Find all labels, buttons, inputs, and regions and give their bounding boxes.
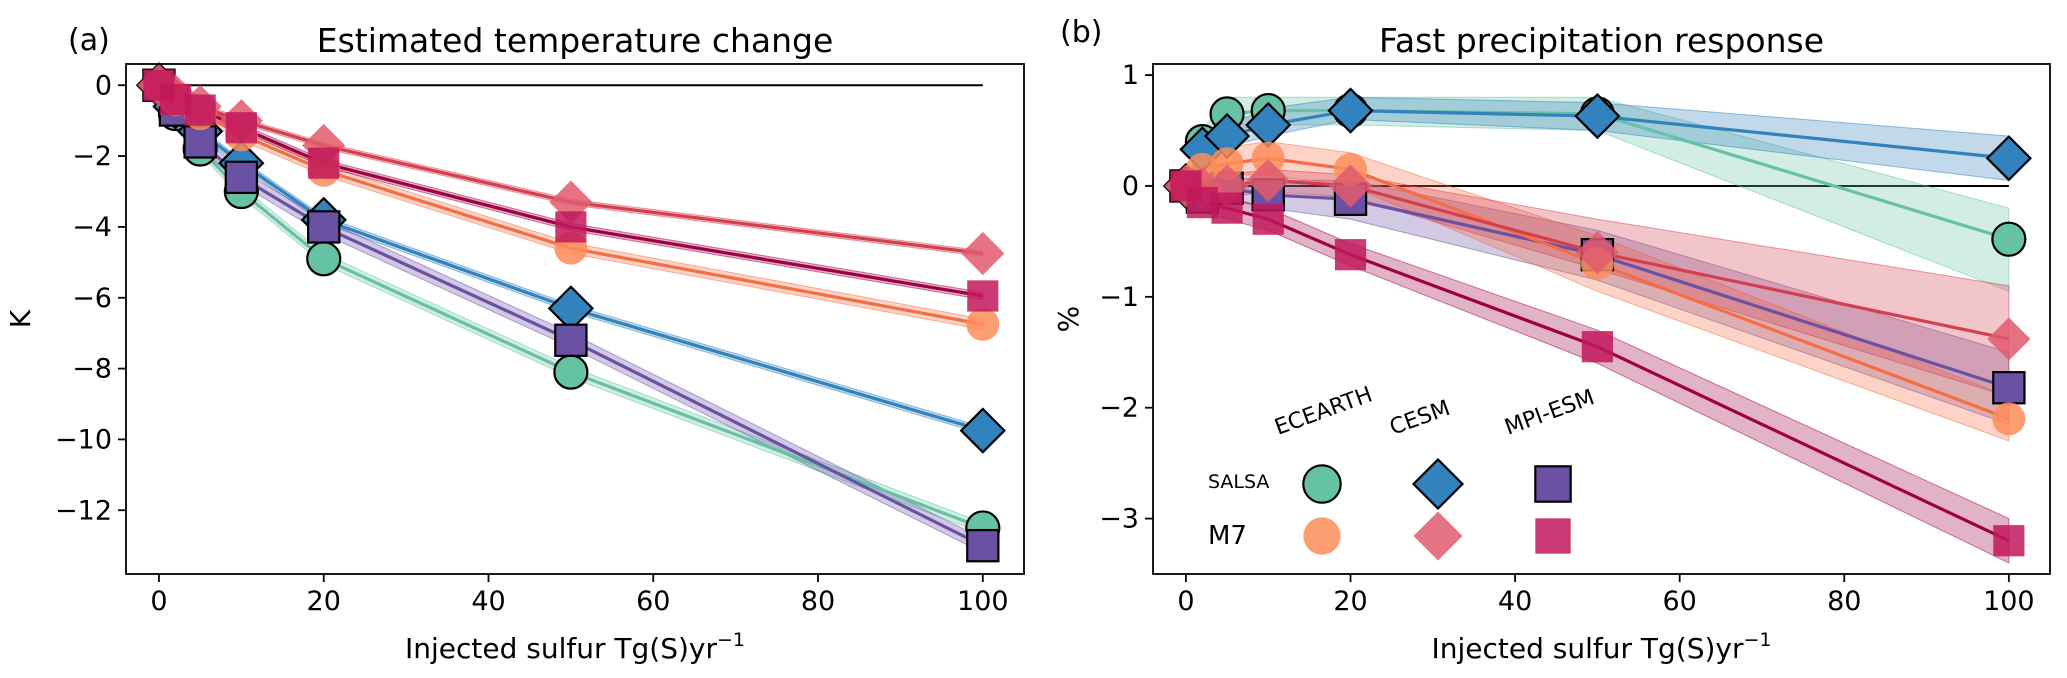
data-point bbox=[1211, 192, 1243, 224]
y-tick-label: −2 bbox=[1099, 393, 1139, 424]
data-point bbox=[1992, 371, 2026, 405]
chart-title: Fast precipitation response bbox=[1379, 21, 1824, 60]
legend-column-header: ECEARTH bbox=[1272, 382, 1376, 440]
y-axis-label: % bbox=[1052, 306, 1085, 333]
x-tick-label: 0 bbox=[150, 586, 167, 617]
x-tick-label: 100 bbox=[957, 586, 1009, 617]
y-tick-label: 0 bbox=[1122, 171, 1139, 202]
data-point bbox=[1210, 147, 1244, 181]
data-point bbox=[966, 307, 1000, 341]
data-point bbox=[225, 112, 257, 144]
legend-marker bbox=[1411, 457, 1465, 511]
axes-frame bbox=[1152, 63, 2051, 575]
x-tick-label: 60 bbox=[1662, 586, 1696, 617]
data-point bbox=[1985, 135, 2033, 182]
data-point bbox=[1993, 525, 2025, 557]
x-tick-label: 60 bbox=[636, 586, 670, 617]
data-point bbox=[1334, 239, 1367, 271]
legend-marker bbox=[1534, 465, 1572, 503]
y-tick-label: −12 bbox=[55, 495, 112, 526]
data-point bbox=[1991, 221, 2027, 257]
x-tick-label: 40 bbox=[1498, 586, 1532, 617]
data-point bbox=[306, 241, 342, 277]
data-point bbox=[308, 147, 340, 179]
x-tick-label: 80 bbox=[1827, 586, 1861, 617]
data-point bbox=[959, 407, 1006, 454]
data-point bbox=[1328, 164, 1373, 208]
y-tick-label: −2 bbox=[72, 141, 112, 172]
y-tick-label: −8 bbox=[72, 354, 112, 385]
data-point bbox=[547, 285, 595, 332]
legend-marker bbox=[1302, 464, 1342, 504]
x-tick-label: 20 bbox=[1333, 586, 1367, 617]
y-axis-label: K bbox=[4, 309, 37, 328]
data-point bbox=[302, 123, 346, 168]
data-point bbox=[1574, 92, 1621, 140]
legend-marker bbox=[1535, 518, 1571, 554]
panel-a: (a) Estimated temperature change 0 20 40 60 80… bbox=[4, 21, 1025, 665]
x-tick-label: 40 bbox=[471, 586, 505, 617]
data-point bbox=[967, 280, 999, 312]
data-point bbox=[1992, 402, 2026, 436]
y-tick-label: −10 bbox=[55, 424, 112, 455]
legend-marker bbox=[1413, 511, 1463, 561]
data-point bbox=[1575, 230, 1619, 275]
y-tick-label: 1 bbox=[1122, 60, 1139, 91]
data-point bbox=[1581, 331, 1613, 363]
y-tick-label: −6 bbox=[72, 283, 112, 314]
y-tick-label: −3 bbox=[1099, 504, 1139, 535]
x-tick-label: 20 bbox=[307, 586, 341, 617]
data-point bbox=[1327, 87, 1374, 134]
axes-frame bbox=[125, 63, 1025, 575]
legend-marker bbox=[1303, 517, 1341, 555]
y-tick-label: −4 bbox=[72, 212, 112, 243]
panel-label: (a) bbox=[68, 23, 110, 58]
data-point bbox=[183, 125, 217, 159]
legend-row-label: M7 bbox=[1208, 521, 1247, 551]
data-point bbox=[555, 211, 587, 243]
legend: ECEARTH CESM MPI-ESM SALSA M7 bbox=[1208, 382, 1598, 561]
legend-row-label: SALSA bbox=[1208, 471, 1269, 493]
data-point bbox=[1246, 158, 1290, 203]
x-axis-label: Injected sulfur Tg(S)yr−1 bbox=[405, 629, 745, 665]
x-tick-label: 80 bbox=[801, 586, 835, 617]
data-point bbox=[554, 323, 588, 357]
panel-b: (b) Fast precipitation response 0 20 40 60 80 1… bbox=[1052, 15, 2051, 665]
data-point bbox=[184, 94, 216, 126]
x-tick-label: 0 bbox=[1177, 586, 1194, 617]
data-point bbox=[966, 528, 1000, 563]
x-axis-label: Injected sulfur Tg(S)yr−1 bbox=[1431, 629, 1771, 665]
legend-column-header: CESM bbox=[1387, 396, 1454, 441]
y-tick-label: −1 bbox=[1099, 282, 1139, 313]
data-point bbox=[1987, 317, 2031, 361]
data-point bbox=[1252, 203, 1284, 235]
panel-label: (b) bbox=[1060, 15, 1102, 50]
data-point bbox=[961, 231, 1005, 276]
x-tick-label: 100 bbox=[1983, 586, 2035, 617]
y-tick-label: 0 bbox=[95, 70, 112, 101]
legend-column-header: MPI-ESM bbox=[1502, 385, 1598, 440]
data-point bbox=[1251, 141, 1285, 175]
data-point bbox=[1205, 164, 1249, 208]
data-point bbox=[224, 160, 259, 195]
chart-title: Estimated temperature change bbox=[317, 21, 834, 60]
data-point bbox=[553, 354, 589, 390]
data-point bbox=[307, 210, 341, 244]
